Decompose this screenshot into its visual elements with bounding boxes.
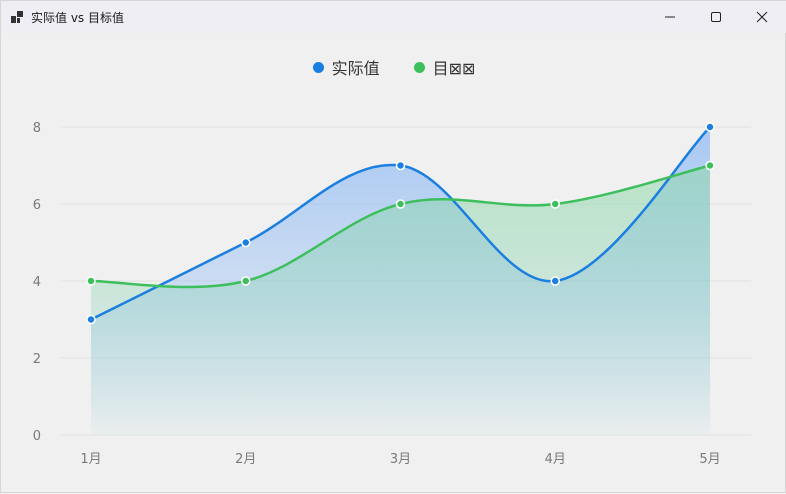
x-tick-label: 2月 xyxy=(235,452,256,467)
data-point-target xyxy=(705,160,715,171)
series-area-target xyxy=(91,165,710,435)
data-point-target xyxy=(241,276,251,286)
data-point-target xyxy=(550,199,560,209)
y-tick-label: 8 xyxy=(33,121,41,136)
x-tick-label: 4月 xyxy=(545,452,566,467)
data-point-target xyxy=(395,199,406,209)
legend-label-actual: 实际值 xyxy=(331,59,380,78)
title-bar[interactable]: 实际值 vs 目标值 xyxy=(1,1,786,33)
data-point-actual xyxy=(241,237,251,248)
data-point-actual xyxy=(705,122,715,132)
y-tick-label: 4 xyxy=(33,275,41,290)
legend-marker-target xyxy=(413,61,425,73)
legend-marker-actual xyxy=(312,61,324,73)
chart-legend: 实际值 目⊠⊠ xyxy=(1,55,786,79)
close-icon xyxy=(756,11,768,23)
legend-item-target[interactable]: 目⊠⊠ xyxy=(413,55,476,79)
legend-item-actual[interactable]: 实际值 xyxy=(312,55,380,79)
data-point-actual xyxy=(395,160,406,171)
app-window-icon xyxy=(11,11,23,23)
x-tick-label: 1月 xyxy=(80,452,101,467)
window-title: 实际值 vs 目标值 xyxy=(31,11,124,25)
data-point-target xyxy=(86,276,96,286)
data-point-actual xyxy=(550,276,560,286)
y-tick-label: 0 xyxy=(33,429,41,444)
maximize-icon xyxy=(711,12,721,22)
x-tick-label: 3月 xyxy=(390,452,411,467)
y-tick-label: 6 xyxy=(33,198,41,213)
close-button[interactable] xyxy=(739,1,785,33)
x-tick-label: 5月 xyxy=(699,452,720,467)
y-tick-label: 2 xyxy=(33,352,41,367)
minimize-icon xyxy=(665,16,675,18)
series-line-actual xyxy=(90,126,711,321)
data-point-actual xyxy=(86,314,96,325)
legend-label-target: 目⊠⊠ xyxy=(432,59,476,78)
maximize-button[interactable] xyxy=(693,1,739,33)
minimize-button[interactable] xyxy=(647,1,693,33)
